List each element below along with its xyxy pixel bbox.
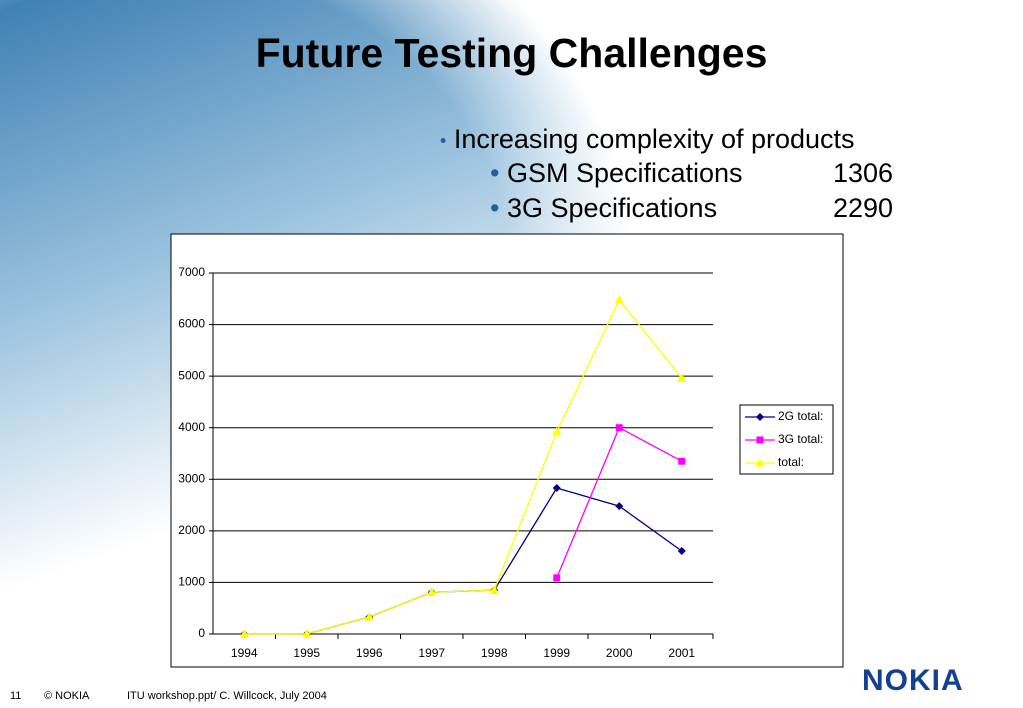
legend-label: 2G total: [778,409,823,423]
marker [677,546,686,555]
y-tick-label: 0 [198,626,205,640]
marker [615,502,624,511]
marker [614,294,624,304]
marker [302,629,312,638]
y-tick-label: 1000 [178,575,205,589]
x-tick-label: 1996 [356,646,383,660]
x-tick-label: 1994 [231,646,258,660]
bullet: • 3G Specifications [490,193,718,223]
bullet-value: 1306 [833,158,894,188]
x-tick-label: 1997 [418,646,445,660]
slide-title: Future Testing Challenges [255,30,768,76]
page-number: 11 [10,690,22,702]
marker [755,458,765,467]
y-tick-label: 6000 [178,317,205,331]
chart-frame [170,233,844,668]
legend-label: total: [778,455,804,469]
marker [427,587,437,596]
x-tick-label: 1995 [293,646,320,660]
marker [756,413,764,421]
y-tick-label: 2000 [178,523,205,537]
marker [239,629,249,638]
copyright: © NOKIA [44,690,90,702]
marker [364,611,374,621]
marker [615,424,623,432]
footer-source: ITU workshop.ppt/ C. Willcock, July 2004 [127,690,327,702]
marker [489,585,499,594]
x-tick-label: 1998 [481,646,508,660]
bullet-text: GSM Specifications [506,158,743,188]
bullet-text: 3G Specifications [506,193,718,223]
marker [553,574,561,582]
marker [552,426,562,436]
bullet-value: 2290 [833,193,894,223]
y-tick-label: 4000 [178,420,205,434]
x-tick-label: 1999 [543,646,570,660]
marker [756,436,764,444]
x-tick-label: 2000 [606,646,633,660]
x-tick-label: 2001 [668,646,695,660]
series-line [244,298,683,635]
bullet: • GSM Specifications [490,158,743,188]
bullet-text: Increasing complexity of products [453,124,855,154]
legend-label: 3G total: [778,432,823,446]
marker [552,484,561,493]
marker [677,373,687,382]
logo: NOKIA [862,664,964,697]
marker [678,457,686,465]
bullet: • Increasing complexity of products [440,124,855,154]
y-tick-label: 7000 [178,265,205,279]
y-tick-label: 3000 [178,471,205,485]
y-tick-label: 5000 [178,368,205,382]
